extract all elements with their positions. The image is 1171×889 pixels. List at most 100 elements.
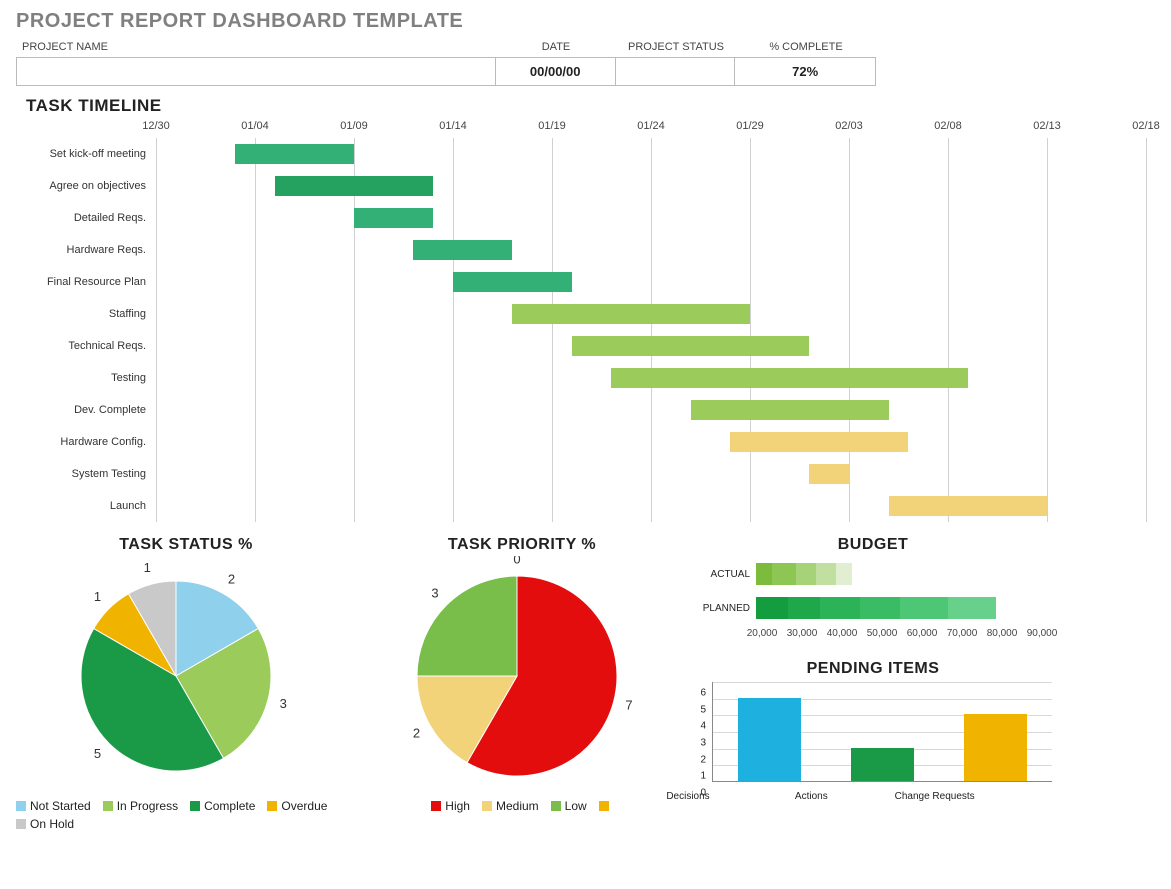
gantt-tick: 02/18 (1132, 120, 1160, 132)
budget-segment (900, 597, 948, 619)
legend-label: Overdue (281, 799, 327, 813)
pending-ytick: 1 (688, 771, 706, 782)
budget-tick: 80,000 (987, 628, 1018, 639)
gantt-tick: 02/03 (835, 120, 863, 132)
gantt-bar (691, 400, 889, 420)
budget-segment (836, 563, 852, 585)
gantt-row: Launch (156, 490, 1146, 522)
pending-bar (738, 698, 800, 781)
gantt-tick: 02/13 (1033, 120, 1061, 132)
gantt-bar (235, 144, 354, 164)
budget-segment (772, 563, 796, 585)
pie-value-label: 2 (413, 725, 420, 740)
gantt-row-label: Testing (16, 372, 146, 384)
pie-value-label: 1 (144, 560, 151, 575)
gantt-tick: 01/04 (241, 120, 269, 132)
pending-ytick: 2 (688, 754, 706, 765)
pending-ytick: 4 (688, 721, 706, 732)
gantt-row: Detailed Reqs. (156, 202, 1146, 234)
legend-label: Complete (204, 799, 255, 813)
gantt-row: Technical Reqs. (156, 330, 1146, 362)
legend-item: Medium (482, 799, 539, 813)
legend-swatch (431, 801, 441, 811)
hdr-value-status[interactable] (616, 58, 736, 85)
legend-label: In Progress (117, 799, 178, 813)
right-column: BUDGET ACTUALPLANNED 20,00030,00040,0005… (688, 536, 1058, 831)
legend-swatch (103, 801, 113, 811)
legend-item: High (431, 799, 470, 813)
legend-swatch (551, 801, 561, 811)
legend-label: Not Started (30, 799, 91, 813)
legend-item: Not Started (16, 799, 91, 813)
hdr-label-complete: % COMPLETE (736, 37, 876, 57)
gantt-row-label: Staffing (16, 308, 146, 320)
pending-xlabel: Actions (750, 791, 873, 802)
pie-value-label: 5 (94, 746, 101, 761)
gantt-tick: 01/29 (736, 120, 764, 132)
gantt-tick: 01/14 (439, 120, 467, 132)
pending-bar (851, 748, 913, 781)
pie-value-label: 1 (94, 589, 101, 604)
hdr-value-date[interactable]: 00/00/00 (496, 58, 616, 85)
task-priority-panel: TASK PRIORITY % 7230 HighMediumLow (372, 536, 672, 831)
budget-tick: 90,000 (1027, 628, 1058, 639)
gantt-row: System Testing (156, 458, 1146, 490)
gantt-bar (611, 368, 967, 388)
gantt-row-label: Hardware Config. (16, 436, 146, 448)
budget-tick: 30,000 (787, 628, 818, 639)
legend-swatch (482, 801, 492, 811)
gantt-bar (354, 208, 433, 228)
budget-segment (820, 597, 860, 619)
budget-row: PLANNED (688, 594, 1058, 622)
hdr-label-name: PROJECT NAME (16, 37, 496, 57)
legend-item: On Hold (16, 817, 74, 831)
gantt-row: Final Resource Plan (156, 266, 1146, 298)
budget-segment (816, 563, 836, 585)
pending-xlabel: Decisions (626, 791, 749, 802)
gantt-row-label: Technical Reqs. (16, 340, 146, 352)
pending-title: PENDING ITEMS (688, 660, 1058, 678)
gantt-bar (275, 176, 433, 196)
gantt-tick: 02/08 (934, 120, 962, 132)
legend-swatch (16, 801, 26, 811)
gantt-tick: 01/24 (637, 120, 665, 132)
gantt-bar (572, 336, 810, 356)
gantt-row-label: Agree on objectives (16, 180, 146, 192)
pending-ytick: 5 (688, 704, 706, 715)
pie-chart: 23511 (16, 556, 336, 786)
pie-value-label: 2 (228, 571, 235, 586)
gantt-bar (453, 272, 572, 292)
gantt-row-label: Launch (16, 500, 146, 512)
legend-label: High (445, 799, 470, 813)
gantt-row: Hardware Config. (156, 426, 1146, 458)
pie-value-label: 3 (431, 585, 438, 600)
gantt-chart: 12/3001/0401/0901/1401/1901/2401/2902/03… (16, 120, 1155, 522)
legend-item: Complete (190, 799, 255, 813)
gantt-row: Agree on objectives (156, 170, 1146, 202)
legend-item: Overdue (267, 799, 327, 813)
gantt-row-label: Final Resource Plan (16, 276, 146, 288)
pie-chart: 7230 (372, 556, 662, 786)
project-header: PROJECT NAMEDATEPROJECT STATUS% COMPLETE… (16, 37, 1155, 86)
hdr-value-complete[interactable]: 72% (735, 58, 875, 85)
pending-ytick: 3 (688, 738, 706, 749)
gantt-tick: 01/09 (340, 120, 368, 132)
gantt-row-label: Dev. Complete (16, 404, 146, 416)
pending-chart: 0123456DecisionsActionsChange Requests (688, 682, 1058, 802)
gantt-row: Testing (156, 362, 1146, 394)
gantt-row-label: Set kick-off meeting (16, 148, 146, 160)
gantt-bar (730, 432, 908, 452)
hdr-value-name[interactable] (17, 58, 496, 85)
gantt-row: Hardware Reqs. (156, 234, 1146, 266)
legend-swatch (267, 801, 277, 811)
budget-segment (796, 563, 816, 585)
budget-row: ACTUAL (688, 560, 1058, 588)
gantt-bar (512, 304, 750, 324)
gantt-row-label: Hardware Reqs. (16, 244, 146, 256)
pending-ytick: 6 (688, 688, 706, 699)
gantt-tick: 01/19 (538, 120, 566, 132)
legend-label: Medium (496, 799, 539, 813)
gantt-bar (809, 464, 849, 484)
pending-xlabel: Change Requests (873, 791, 996, 802)
task-status-panel: TASK STATUS % 23511 Not StartedIn Progre… (16, 536, 356, 831)
